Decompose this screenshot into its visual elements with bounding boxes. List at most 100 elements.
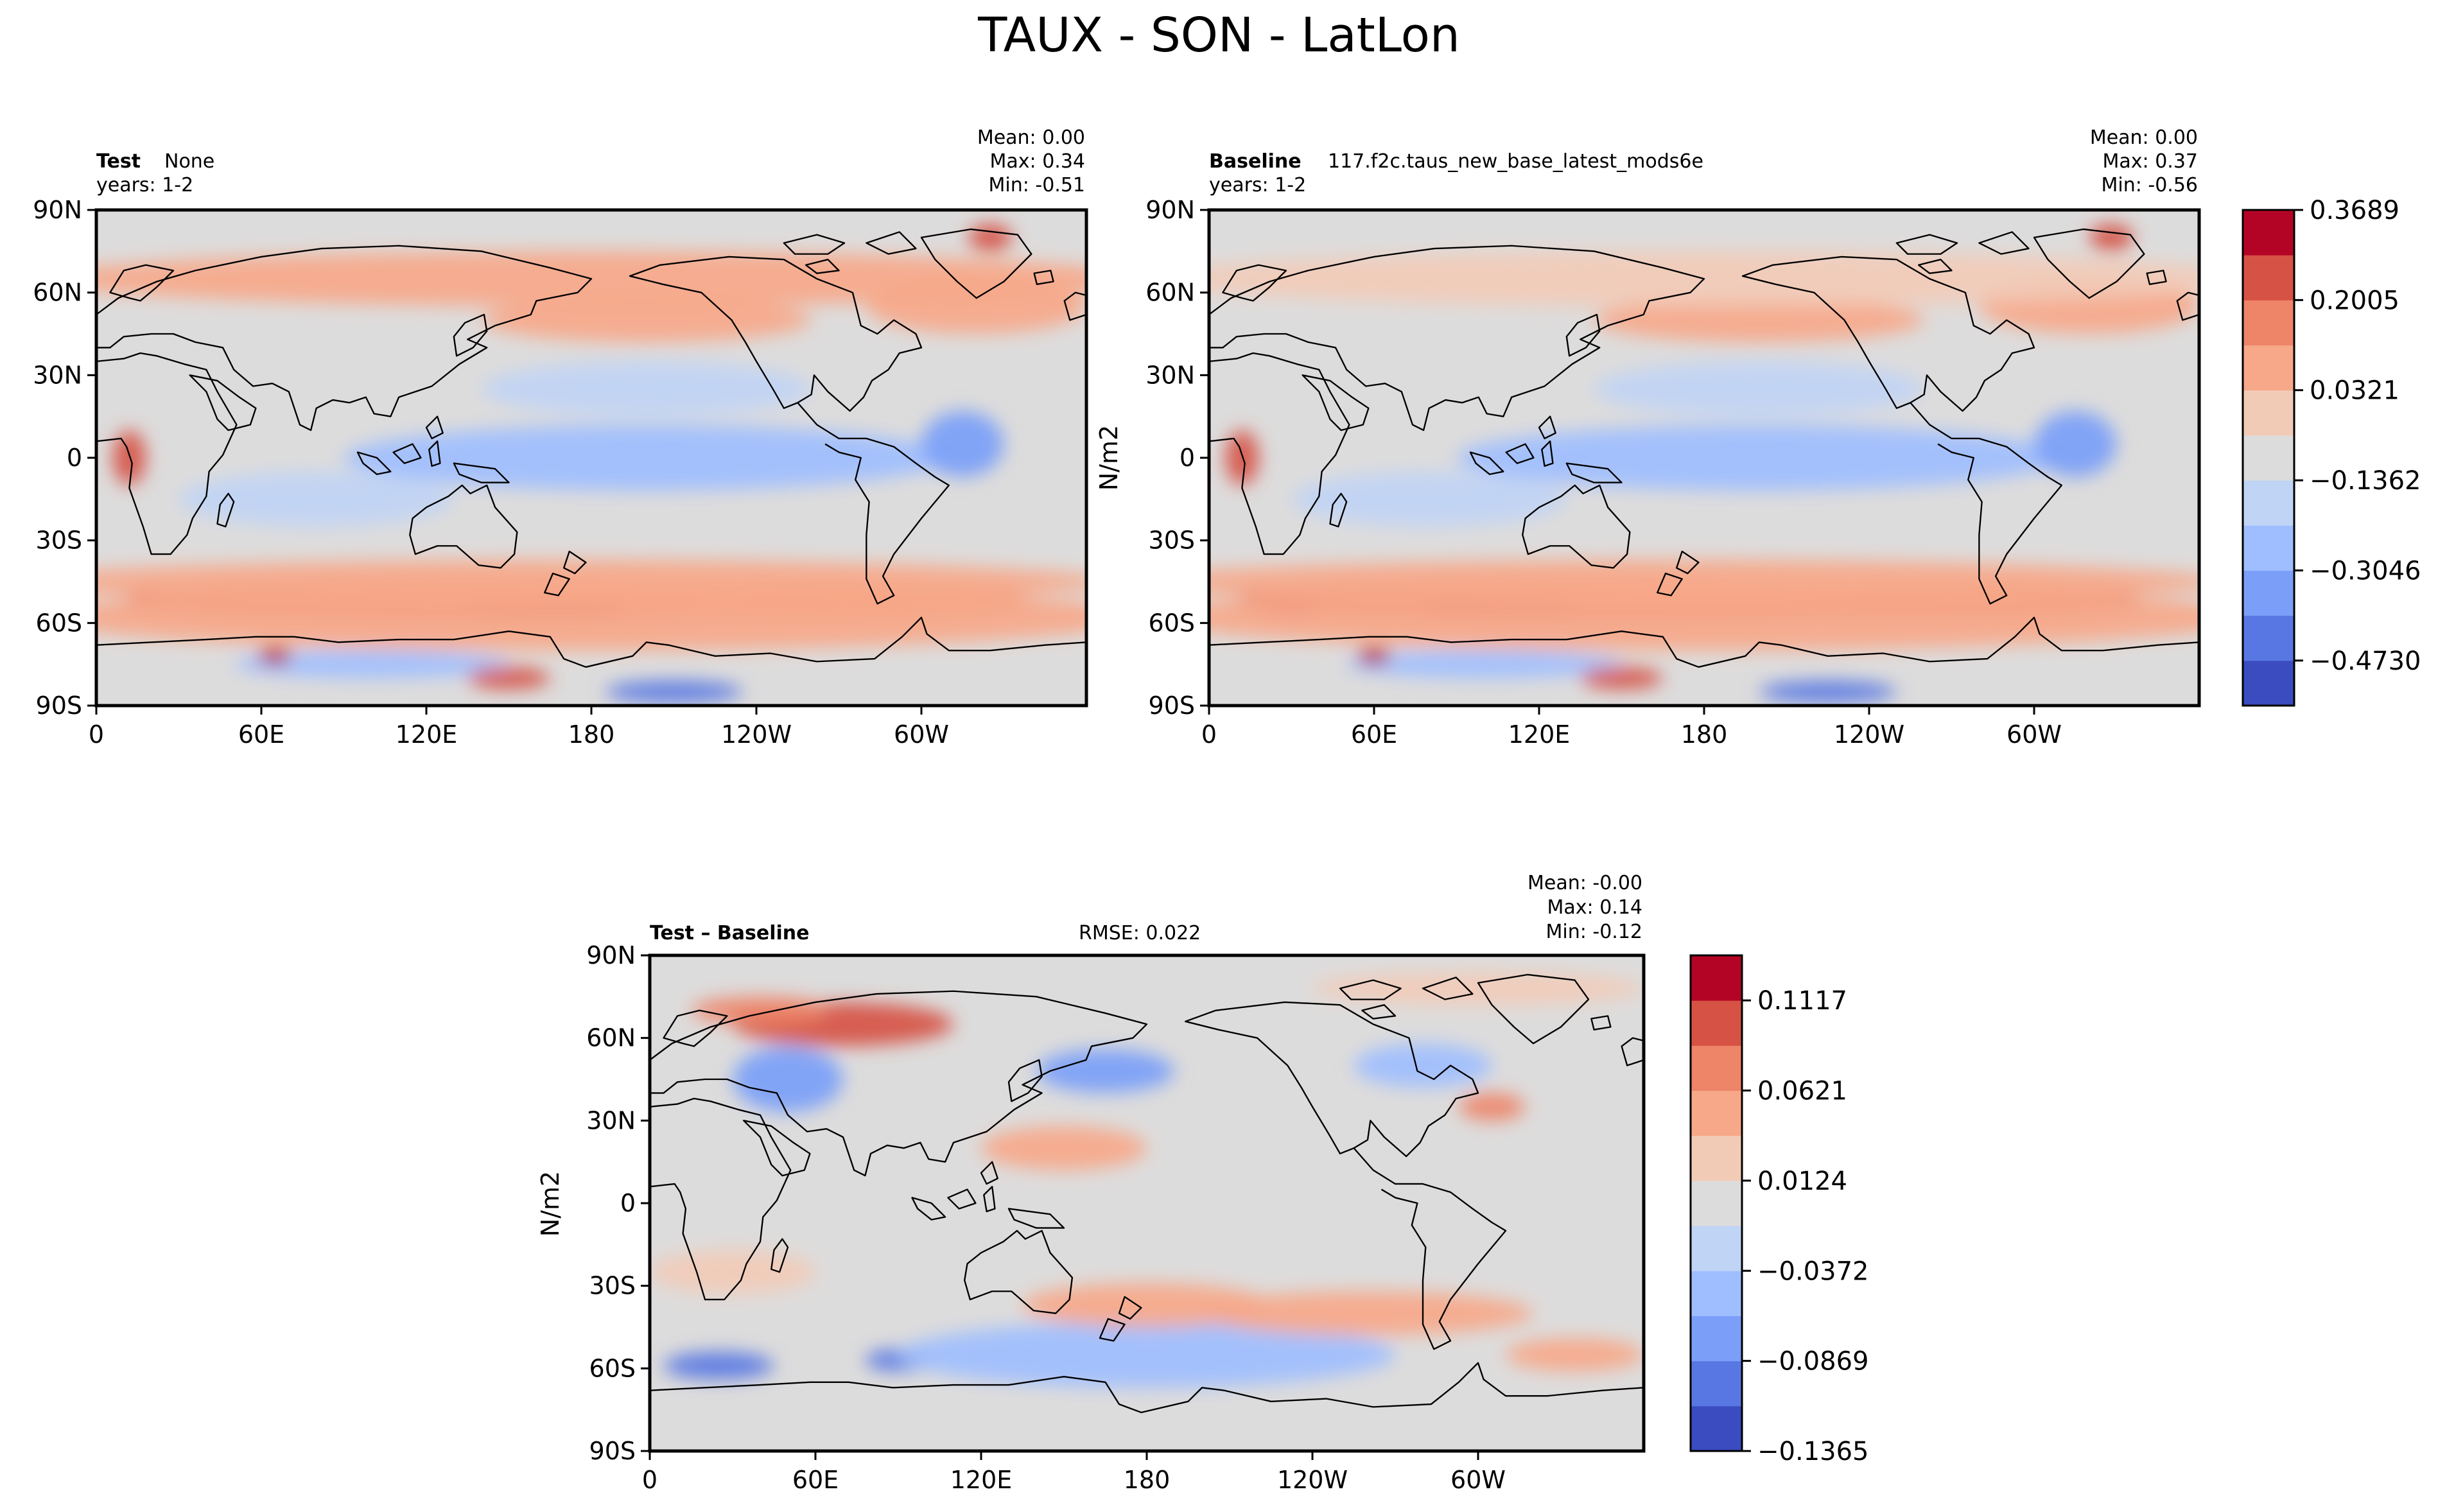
test-min: Min: -0.51 bbox=[989, 174, 1086, 196]
colorbar-main-segment-6 bbox=[2243, 390, 2294, 436]
diff-xtick-label-0: 0 bbox=[642, 1466, 657, 1494]
test-mean: Mean: 0.00 bbox=[977, 126, 1085, 149]
baseline-mean: Mean: 0.00 bbox=[2090, 126, 2198, 149]
baseline-case-name: 117.f2c.taus_new_base_latest_mods6e bbox=[1328, 150, 1703, 173]
diff-xtick-label-1: 60E bbox=[792, 1466, 839, 1494]
colorbar-main-segment-9 bbox=[2243, 255, 2294, 300]
test-case-name: None bbox=[164, 150, 214, 173]
diff-anomaly-6 bbox=[898, 1321, 1395, 1388]
baseline-xtick-label-4: 120W bbox=[1834, 720, 1904, 749]
colorbar-diff-segment-9 bbox=[1691, 1000, 1742, 1046]
baseline-ylabel: N/m2 bbox=[1095, 425, 1123, 491]
colorbar-diff-tick-label-0: 0.1117 bbox=[1757, 986, 1847, 1016]
colorbar-main-segment-7 bbox=[2243, 345, 2294, 391]
baseline-anomaly-7 bbox=[1594, 298, 1924, 342]
diff-anomaly-11 bbox=[1312, 971, 1644, 1005]
baseline-ytick-label-6: 90S bbox=[1149, 691, 1195, 720]
test-anomaly-12 bbox=[234, 650, 509, 679]
test-anomaly-5 bbox=[481, 298, 812, 342]
baseline-ytick-label-1: 60N bbox=[1145, 279, 1195, 307]
diff-xtick-label-2: 120E bbox=[950, 1466, 1013, 1494]
test-anomaly-4 bbox=[96, 559, 1086, 604]
diff-ytick-label-4: 30S bbox=[589, 1272, 636, 1300]
colorbar-main-segment-8 bbox=[2243, 300, 2294, 346]
test-xtick-label-5: 60W bbox=[894, 720, 949, 749]
colorbar-diff-tick-label-2: 0.0124 bbox=[1757, 1167, 1847, 1196]
colorbar-diff-segment-10 bbox=[1691, 955, 1742, 1001]
colorbar-diff-tick-label-4: −0.0869 bbox=[1757, 1347, 1868, 1377]
diff-min: Min: -0.12 bbox=[1546, 921, 1643, 943]
colorbar-diff-segment-0 bbox=[1691, 1405, 1742, 1452]
colorbar-diff-tick-label-3: −0.0372 bbox=[1757, 1256, 1868, 1286]
colorbar-diff-segment-1 bbox=[1691, 1360, 1742, 1407]
colorbar-main-segment-1 bbox=[2243, 615, 2294, 661]
baseline-xtick-label-5: 60W bbox=[2007, 720, 2062, 749]
baseline-xtick-label-1: 60E bbox=[1351, 720, 1397, 749]
baseline-anomaly-11 bbox=[1291, 471, 1567, 527]
baseline-anomaly-18 bbox=[1225, 430, 1259, 485]
test-anomaly-16 bbox=[112, 430, 146, 485]
test-anomaly-10 bbox=[481, 361, 812, 417]
colorbar-diff-tick-label-1: 0.0621 bbox=[1757, 1077, 1847, 1106]
test-ytick-label-5: 60S bbox=[36, 609, 82, 637]
test-anomaly-9 bbox=[178, 471, 454, 527]
baseline-ytick-label-0: 90N bbox=[1145, 196, 1195, 224]
colorbar-main-segment-0 bbox=[2243, 660, 2294, 706]
test-anomaly-11 bbox=[605, 681, 743, 703]
diff-rmse: RMSE: 0.022 bbox=[1079, 922, 1201, 944]
colorbar-diff-tick-label-5: −0.1365 bbox=[1757, 1437, 1868, 1466]
baseline-xtick-label-2: 120E bbox=[1508, 720, 1571, 749]
colorbar-main-tick-label-5: −0.4730 bbox=[2310, 647, 2421, 676]
test-years: years: 1-2 bbox=[96, 174, 193, 196]
test-ytick-label-0: 90N bbox=[33, 196, 82, 224]
diff-xtick-label-5: 60W bbox=[1450, 1466, 1506, 1494]
colorbar-diff-segment-7 bbox=[1691, 1090, 1742, 1136]
colorbar-diff-segment-8 bbox=[1691, 1045, 1742, 1091]
diff-ytick-label-1: 60N bbox=[586, 1024, 636, 1052]
baseline-min: Min: -0.56 bbox=[2102, 174, 2199, 196]
baseline-anomaly-16 bbox=[1357, 647, 1391, 665]
colorbar-diff: 0.1117 0.0621 0.0124 −0.0372 −0.0869 −0.1365 bbox=[1689, 954, 1868, 1466]
colorbar-main-tick-label-1: 0.2005 bbox=[2310, 286, 2399, 315]
baseline-xtick-label-0: 0 bbox=[1201, 720, 1217, 749]
colorbar-main-segment-4 bbox=[2243, 480, 2294, 526]
diff-anomaly-9 bbox=[981, 1125, 1147, 1170]
colorbar-main-tick-label-2: 0.0321 bbox=[2310, 376, 2399, 406]
test-ytick-label-1: 60N bbox=[33, 279, 82, 307]
test-anomaly-8 bbox=[344, 424, 949, 491]
test-anomaly-13 bbox=[467, 666, 550, 690]
test-panel: Test None years: 1-2 Mean: 0.00 Max: 0.3… bbox=[96, 126, 1085, 196]
colorbar-diff-segment-2 bbox=[1691, 1316, 1742, 1362]
diff-anomaly-1 bbox=[691, 996, 830, 1025]
diff-anomaly-14 bbox=[1506, 1338, 1644, 1371]
baseline-anomaly-14 bbox=[1346, 650, 1622, 679]
diff-anomaly-2 bbox=[733, 1046, 843, 1113]
test-xtick-label-0: 0 bbox=[89, 720, 104, 749]
colorbar-diff-segment-6 bbox=[1691, 1135, 1742, 1181]
test-xtick-label-4: 120W bbox=[721, 720, 792, 749]
colorbar-main-segment-5 bbox=[2243, 435, 2294, 481]
diff-anomaly-4 bbox=[663, 1351, 774, 1380]
diff-xtick-label-3: 180 bbox=[1124, 1466, 1171, 1494]
figure-title: TAUX - SON - LatLon bbox=[978, 8, 1460, 63]
colorbar-main-tick-label-3: −0.1362 bbox=[2310, 466, 2421, 496]
colorbar-diff-segment-5 bbox=[1691, 1180, 1742, 1226]
diff-anomaly-12 bbox=[1354, 1043, 1492, 1088]
baseline-anomaly-6 bbox=[1209, 559, 2199, 604]
diff-anomaly-10 bbox=[1202, 1291, 1533, 1335]
diff-ytick-label-6: 90S bbox=[589, 1437, 636, 1465]
colorbar-main-segment-10 bbox=[2243, 210, 2294, 256]
colorbar-main-segment-2 bbox=[2243, 570, 2294, 616]
colorbar-main-frame bbox=[2242, 209, 2295, 707]
diff-field bbox=[650, 955, 1644, 1451]
test-ytick-label-2: 30N bbox=[33, 361, 82, 389]
test-anomaly-15 bbox=[921, 411, 1004, 478]
colorbar-main: 0.3689 0.2005 0.0321 −0.1362 −0.3046 −0.4730 bbox=[2242, 196, 2421, 707]
baseline-anomaly-13 bbox=[1759, 681, 1897, 703]
baseline-label: Baseline bbox=[1209, 150, 1302, 173]
test-field bbox=[96, 210, 1086, 706]
baseline-field bbox=[1209, 210, 2199, 706]
diff-ytick-label-5: 60S bbox=[589, 1354, 636, 1382]
